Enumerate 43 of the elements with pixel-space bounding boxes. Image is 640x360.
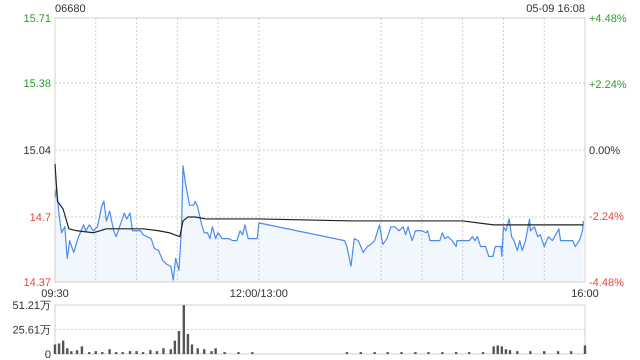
bar [556, 351, 560, 354]
bar [214, 348, 217, 354]
bar [149, 350, 152, 354]
y2-tick-label: +4.48% [589, 13, 627, 25]
bar [178, 331, 180, 354]
x-tick-label: 16:00 [571, 288, 599, 300]
bar [543, 351, 546, 354]
bar [156, 351, 158, 354]
y-tick-label: 15.71 [23, 13, 51, 25]
x-tick-label: 12:00/13:00 [230, 288, 288, 300]
y-tick-label: 14.37 [23, 277, 51, 289]
y2-tick-label: 0.00% [589, 145, 620, 157]
y2-tick-label: -2.24% [589, 211, 624, 223]
bar [108, 349, 111, 354]
bar [504, 349, 508, 354]
bar [196, 348, 199, 354]
bar [58, 343, 60, 354]
bar [80, 346, 84, 354]
bar [62, 340, 64, 354]
bar [70, 351, 73, 354]
bar [203, 349, 206, 354]
line-series [54, 163, 584, 238]
y-tick-label: 15.38 [23, 78, 51, 90]
bar [210, 351, 213, 354]
chart-subtitle: 05-09 16:08 [526, 3, 585, 15]
x-tick-label: 09:30 [41, 288, 69, 300]
bar [500, 346, 504, 354]
bar [182, 305, 186, 354]
bar [496, 345, 499, 354]
bar [529, 351, 532, 354]
y2-tick-label: +2.24% [589, 79, 627, 91]
bar [516, 351, 519, 354]
y-tick-label: 14.7 [30, 212, 51, 224]
y-tick-label: 15.04 [23, 145, 51, 157]
y-tick-label: 51.21万 [12, 300, 51, 312]
y-tick-label: 25.61万 [12, 324, 51, 336]
bar [570, 351, 572, 354]
bar [162, 348, 165, 354]
chart-title: 06680 [55, 3, 86, 15]
bar [94, 351, 97, 354]
y-tick-label: 0 [44, 349, 51, 360]
y2-tick-label: -4.48% [589, 277, 624, 289]
bar [492, 346, 495, 354]
